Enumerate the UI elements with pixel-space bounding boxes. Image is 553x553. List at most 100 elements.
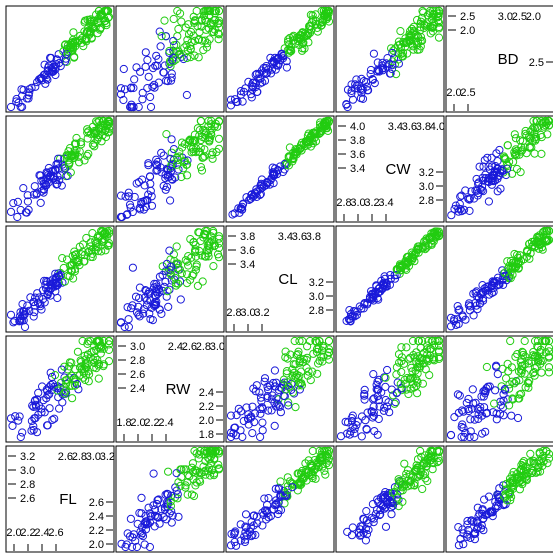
data-point [214, 35, 223, 44]
data-point [166, 497, 175, 506]
data-point [524, 383, 533, 392]
data-point [473, 503, 482, 512]
data-point [99, 362, 108, 371]
variable-label-fl: FL [59, 491, 77, 508]
data-point [152, 499, 161, 509]
data-point [226, 428, 236, 437]
data-point [163, 287, 172, 296]
data-point [153, 61, 162, 70]
data-point [177, 172, 186, 182]
data-point [416, 467, 425, 476]
data-point [476, 403, 485, 412]
data-point [293, 350, 303, 359]
data-point [348, 523, 357, 532]
tick-label: 2.6 [58, 451, 73, 463]
data-point [384, 398, 393, 407]
data-point [124, 192, 133, 201]
data-point [162, 182, 172, 191]
data-point [422, 22, 431, 31]
data-point [505, 157, 514, 166]
data-point [244, 414, 253, 423]
data-point [173, 153, 182, 162]
data-point [48, 415, 57, 424]
data-point [543, 130, 552, 139]
data-point [214, 19, 224, 28]
data-point [386, 274, 395, 283]
data-point [198, 153, 207, 162]
data-point [466, 415, 475, 424]
data-point [387, 385, 396, 394]
data-point [255, 190, 264, 200]
data-point [165, 46, 174, 56]
data-point [155, 27, 164, 36]
data-point [295, 336, 304, 346]
data-point [356, 525, 365, 534]
data-point [24, 91, 33, 100]
data-point [57, 181, 66, 190]
data-point [265, 180, 274, 189]
data-point [398, 48, 408, 57]
data-point [209, 28, 218, 37]
data-point [507, 411, 516, 420]
data-point [104, 6, 113, 16]
data-point [336, 432, 346, 441]
data-point [194, 35, 203, 44]
data-point [538, 336, 547, 346]
data-point [367, 407, 376, 416]
data-point [423, 11, 432, 20]
data-point [527, 237, 537, 247]
data-point [148, 316, 157, 325]
tick-label: 3.6 [350, 149, 365, 161]
data-point [406, 374, 416, 383]
data-point [476, 406, 485, 415]
data-point [256, 184, 265, 193]
data-point [377, 500, 386, 509]
data-point [378, 492, 387, 501]
data-point [396, 266, 405, 275]
data-point [404, 355, 413, 364]
data-point [193, 281, 202, 290]
data-point [18, 428, 27, 437]
data-point [306, 132, 316, 141]
data-point [239, 87, 248, 96]
data-point [230, 537, 239, 547]
data-point [314, 463, 323, 472]
data-point [256, 409, 265, 418]
panel-frame-r2-c5 [445, 115, 553, 223]
data-point [15, 412, 24, 421]
data-point [416, 23, 425, 32]
data-point [257, 66, 267, 75]
data-point [478, 509, 487, 519]
data-point [274, 485, 283, 494]
data-point [454, 306, 463, 315]
data-point [169, 145, 178, 154]
panel-frame-r2-c2 [115, 115, 225, 223]
data-point [258, 183, 267, 192]
data-point [533, 237, 542, 246]
data-point [369, 370, 378, 379]
data-point [406, 36, 415, 45]
data-point [181, 465, 190, 474]
data-point [306, 376, 315, 385]
data-point [68, 45, 77, 54]
data-point [203, 39, 212, 48]
data-point [81, 355, 90, 364]
data-point [162, 76, 171, 85]
data-point [142, 286, 151, 295]
data-point [76, 138, 85, 147]
data-point [521, 352, 530, 361]
tick-label: 3.8 [306, 231, 321, 243]
data-point [44, 63, 53, 72]
data-point [496, 184, 505, 193]
data-point [37, 74, 46, 83]
data-point [51, 165, 60, 174]
data-point [357, 432, 366, 441]
data-point [119, 64, 128, 74]
data-point [463, 516, 472, 526]
data-point [88, 140, 98, 150]
data-point [427, 23, 436, 32]
data-point [132, 63, 141, 72]
data-point [278, 491, 287, 500]
data-point [36, 171, 45, 180]
data-point [426, 232, 435, 241]
